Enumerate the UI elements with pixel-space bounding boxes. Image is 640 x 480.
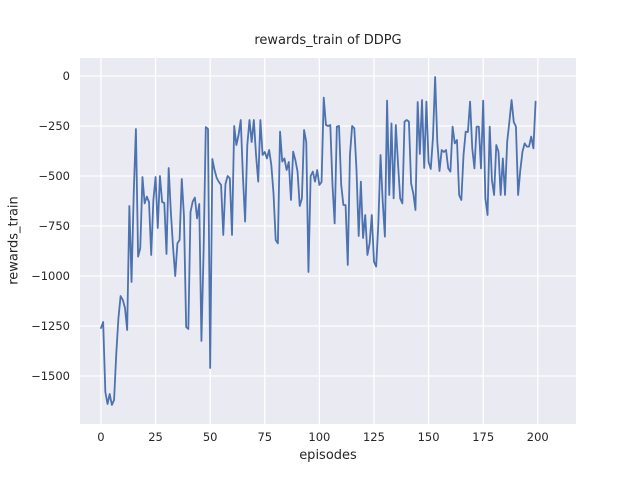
y-axis-label: rewards_train (6, 196, 22, 285)
plot-area (80, 58, 576, 424)
x-tick-label: 25 (148, 430, 163, 444)
x-tick-label: 175 (472, 430, 495, 444)
x-tick-label: 150 (417, 430, 440, 444)
x-tick-label: 100 (308, 430, 331, 444)
x-tick-label: 125 (362, 430, 385, 444)
y-tick-label: −1500 (31, 369, 70, 383)
y-tick-label: 0 (62, 69, 70, 83)
x-tick-label: 0 (97, 430, 105, 444)
y-tick-label: −500 (38, 169, 70, 183)
rewards-train-line-series (100, 76, 537, 406)
y-tick-label: −1000 (31, 269, 70, 283)
y-tick-label: −250 (38, 119, 70, 133)
y-tick-label: −750 (38, 219, 70, 233)
line-chart-canvas (80, 58, 576, 424)
chart-title: rewards_train of DDPG (254, 33, 402, 48)
x-tick-label: 50 (202, 430, 218, 444)
x-axis-label: episodes (299, 448, 357, 463)
y-tick-label: −1250 (31, 319, 70, 333)
x-tick-label: 200 (526, 430, 549, 444)
x-tick-label: 75 (257, 430, 273, 444)
